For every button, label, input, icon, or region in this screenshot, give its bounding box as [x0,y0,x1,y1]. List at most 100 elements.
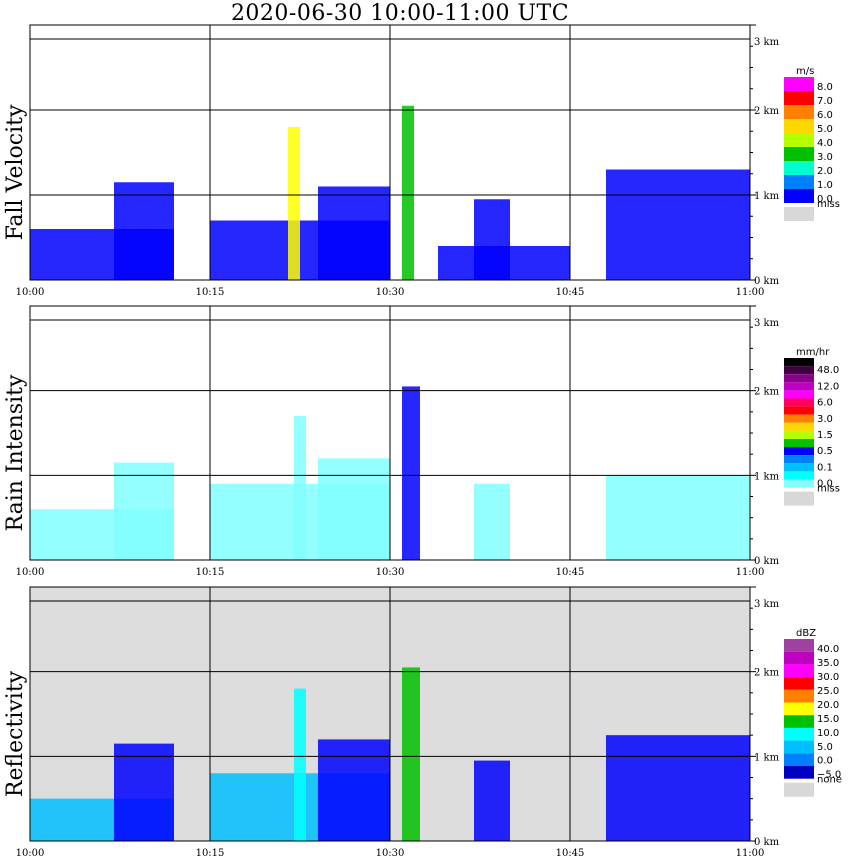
colorbar-swatch [784,374,814,383]
x-tick-label: 11:00 [736,287,765,298]
colorbar-swatch [784,639,814,652]
colorbar-swatch [784,133,814,147]
colorbar-swatch [784,414,814,423]
colorbar-swatch [784,175,814,189]
colorbar-label: 48.0 [817,365,839,376]
echo-feature [114,182,174,280]
y-tick-label: 3 km [754,318,780,329]
colorbar-swatch [784,715,814,728]
colorbar-swatch [784,455,814,464]
colorbar-unit: dBZ [796,628,816,639]
echo-feature [474,483,510,560]
colorbar-label: 8.0 [817,82,833,93]
echo-feature [114,743,174,841]
colorbar-swatch [784,189,814,203]
y-tick-label: 1 km [754,752,780,763]
colorbar-swatch [784,702,814,716]
colorbar-label: 6.0 [817,110,833,121]
x-tick-label: 10:45 [556,567,585,578]
x-tick-label: 10:45 [556,848,585,859]
echo-feature [294,688,306,841]
y-tick-label: 0 km [754,837,780,848]
echo-feature [606,735,750,841]
colorbar-label: 10.0 [817,728,839,739]
colorbar-swatch [784,727,814,741]
y-tick-label: 0 km [754,276,780,287]
colorbar-unit: m/s [796,66,814,77]
colorbar-unit: mm/hr [796,347,830,358]
colorbar-label: 3.0 [817,414,833,425]
y-tick-label: 2 km [754,106,780,117]
echo-feature [288,127,300,280]
y-axis-label: Fall Velocity [3,104,28,240]
colorbar-swatch [784,689,814,703]
colorbar-swatch [784,382,814,391]
panel-1: 0 km 1 km 2 km 3 km 10:00 10:15 10:30 10:45 11:0… [3,24,840,298]
colorbar-label: 0.5 [817,446,833,457]
echo-feature [318,739,390,841]
colorbar-missing-swatch [784,782,814,797]
colorbar-missing-label: miss [817,484,840,495]
colorbar-swatch [784,471,814,480]
colorbar-label: 35.0 [817,658,839,669]
colorbar-swatch [784,366,814,375]
panel-2: 0 km 1 km 2 km 3 km 10:00 10:15 10:30 10:45 11:0… [3,305,840,578]
echo-feature [474,760,510,841]
colorbar-swatch [784,766,814,779]
colorbar-swatch [784,406,814,415]
colorbar-swatch [784,390,814,399]
y-tick-label: 1 km [754,191,780,202]
x-tick-label: 10:15 [196,848,225,859]
echo-feature [318,186,390,280]
colorbar-label: 0.0 [817,479,833,490]
colorbar-label: 5.0 [817,742,833,753]
x-tick-label: 10:00 [16,848,45,859]
colorbar-label: 4.0 [817,138,833,149]
chart-title: 2020-06-30 10:00-11:00 UTC [230,1,570,26]
x-tick-label: 10:30 [376,567,405,578]
y-tick-label: 3 km [754,37,780,48]
colorbar-swatch [784,740,814,754]
colorbar-label: 3.0 [817,152,833,163]
colorbar-missing-label: none [817,775,842,786]
colorbar-missing-swatch [784,207,814,221]
colorbar-swatch [784,677,814,690]
x-tick-label: 10:30 [376,848,405,859]
x-tick-label: 10:15 [196,567,225,578]
y-tick-label: 2 km [754,387,780,398]
panels: 0 km 1 km 2 km 3 km 10:00 10:15 10:30 10:45 11:0… [3,24,842,859]
y-axis-label: Rain Intensity [3,374,28,531]
colorbar-swatch [784,147,814,161]
y-tick-label: 3 km [754,599,780,610]
colorbar-label: 0.1 [817,462,833,473]
colorbar-label: 12.0 [817,381,839,392]
x-tick-label: 10:30 [376,287,405,298]
colorbar-label: 1.0 [817,180,833,191]
colorbar-swatch [784,439,814,448]
panel-3: 0 km 1 km 2 km 3 km 10:00 10:15 10:30 10:45 11:0… [3,586,842,859]
x-tick-label: 11:00 [736,567,765,578]
y-tick-label: 1 km [754,471,780,482]
echo-feature [474,199,510,280]
echo-feature [114,462,174,560]
colorbar-label: 6.0 [817,398,833,409]
x-tick-label: 10:15 [196,287,225,298]
colorbar-missing-label: miss [817,199,840,210]
colorbar-swatch [784,422,814,431]
y-tick-label: 0 km [754,556,780,567]
echo-feature [294,416,306,560]
colorbar-swatch [784,161,814,175]
colorbar-swatch [784,105,814,119]
x-tick-label: 10:00 [16,567,45,578]
colorbar-label: 30.0 [817,672,839,683]
colorbar-swatch [784,77,814,91]
colorbar-swatch [784,91,814,105]
echo-feature [606,475,750,560]
colorbar-label: 20.0 [817,700,839,711]
colorbar-label: 0.0 [817,756,833,767]
y-tick-label: 2 km [754,668,780,679]
colorbar-swatch [784,430,814,439]
colorbar-swatch [784,398,814,407]
